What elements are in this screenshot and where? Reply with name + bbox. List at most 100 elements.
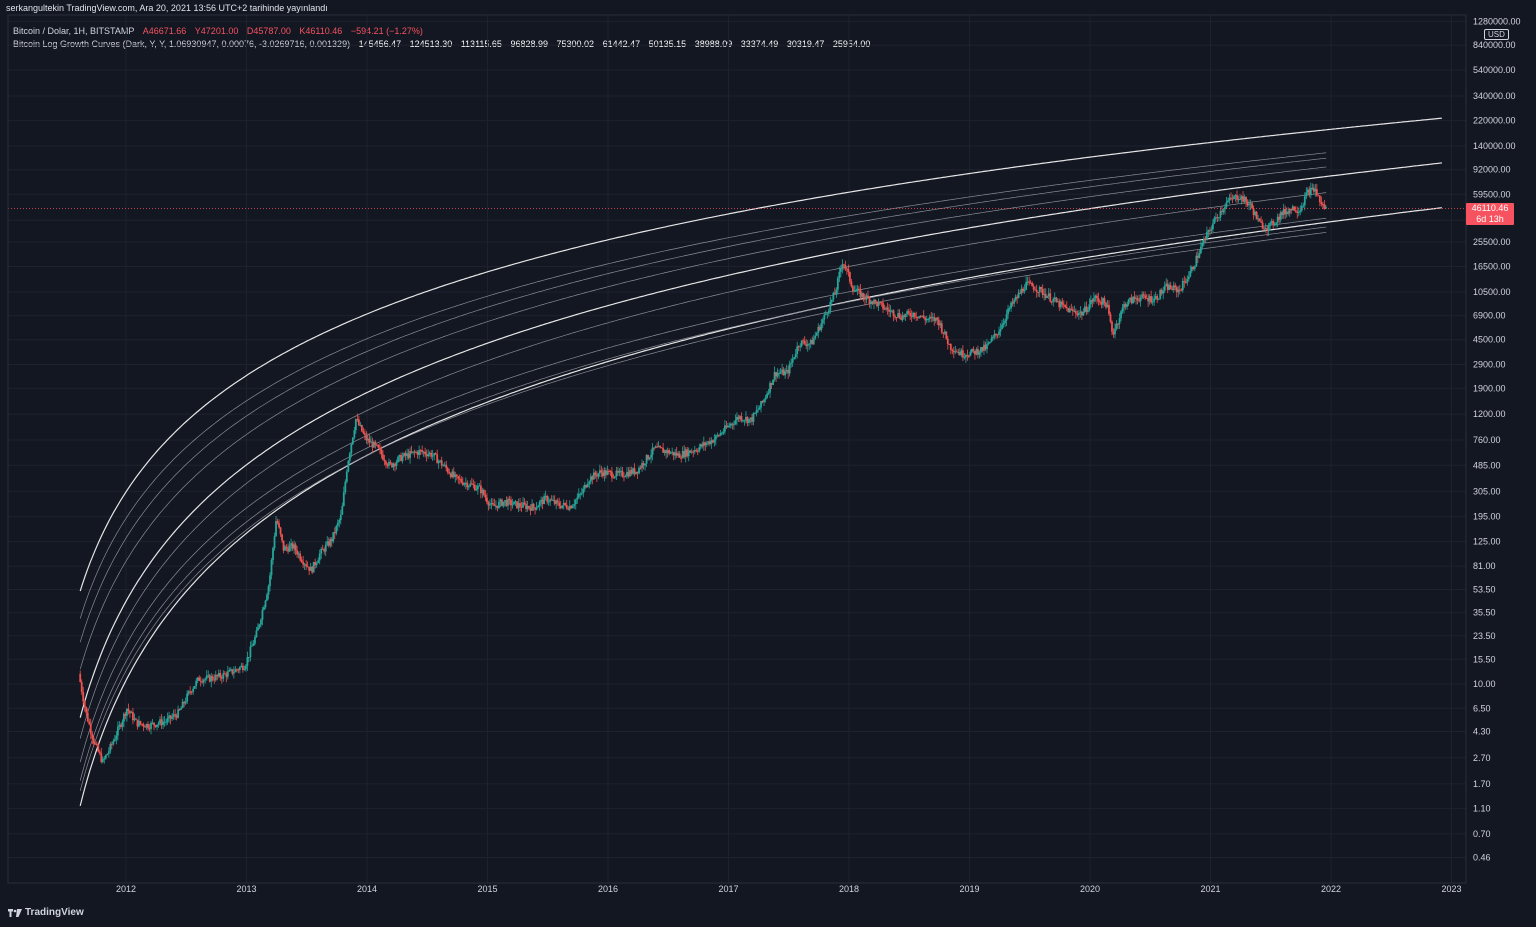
- candle-body: [467, 485, 470, 488]
- candle-body: [838, 271, 841, 278]
- price-tick-label: 1200.00: [1473, 409, 1506, 419]
- candle-body: [88, 721, 91, 725]
- candle-body: [1225, 202, 1228, 208]
- candle-body: [868, 297, 871, 304]
- candle-body: [446, 468, 449, 473]
- candle-body: [275, 521, 277, 537]
- candle-body: [208, 675, 211, 682]
- growth-curve-band: [79, 152, 1327, 619]
- candle-body: [733, 424, 735, 426]
- candle-body: [900, 317, 903, 320]
- candle-body: [118, 724, 121, 727]
- candle-body: [1010, 302, 1012, 309]
- candle-body: [270, 560, 273, 576]
- last-price-badge: 46110.46 6d 13h: [1466, 202, 1514, 225]
- candle-body: [948, 344, 951, 346]
- tradingview-footer[interactable]: TradingView: [8, 907, 84, 918]
- candle-body: [1133, 296, 1136, 299]
- candle-body: [895, 317, 898, 319]
- candle-body: [1231, 198, 1234, 200]
- candle-body: [416, 452, 419, 455]
- price-tick-label: 195.00: [1473, 512, 1501, 522]
- candle-body: [157, 723, 160, 725]
- candle-body: [684, 449, 687, 457]
- candle-body: [100, 753, 103, 763]
- candle-body: [1157, 298, 1160, 300]
- currency-label[interactable]: USD: [1484, 29, 1509, 40]
- candle-body: [769, 382, 771, 393]
- candle-body: [150, 722, 152, 729]
- candle-body: [487, 502, 490, 506]
- candle-body: [1108, 304, 1110, 315]
- candle-body: [656, 446, 659, 448]
- close-value: K46110.46: [299, 26, 343, 36]
- candle-body: [758, 407, 761, 410]
- candle-body: [995, 333, 997, 335]
- candle-body: [263, 607, 265, 610]
- candle-body: [853, 290, 856, 292]
- candle-body: [1282, 209, 1285, 215]
- indicator-legend[interactable]: Bitcoin Log Growth Curves (Dark, Y, Y, 1…: [13, 39, 870, 49]
- symbol-legend[interactable]: Bitcoin / Dolar, 1H, BITSTAMP A46671.66 …: [13, 26, 423, 36]
- candle-body: [443, 464, 446, 466]
- candle-body: [160, 719, 163, 726]
- candle-body: [288, 545, 291, 552]
- candle-body: [299, 553, 302, 560]
- candle-body: [201, 681, 204, 683]
- candle-body: [573, 504, 576, 506]
- candle-body: [522, 502, 524, 508]
- candle-body: [529, 507, 532, 511]
- candle-body: [91, 733, 94, 739]
- candle-body: [514, 501, 517, 503]
- candle-body: [513, 501, 515, 505]
- candle-body: [330, 539, 333, 542]
- candle-body: [918, 316, 921, 318]
- candle-body: [107, 751, 110, 754]
- candle-body: [1275, 222, 1278, 225]
- candle-body: [1242, 196, 1244, 202]
- candle-body: [489, 504, 491, 506]
- candle-body: [290, 543, 292, 546]
- candle-body: [852, 286, 854, 292]
- candle-body: [847, 269, 850, 273]
- year-tick-label: 2023: [1441, 884, 1461, 894]
- candle-body: [1204, 238, 1207, 240]
- candle-body: [412, 451, 414, 453]
- candle-body: [752, 413, 755, 422]
- candle-body: [763, 399, 765, 403]
- candle-body: [1151, 301, 1154, 303]
- candle-body: [1097, 298, 1100, 302]
- candle-body: [704, 442, 707, 446]
- candle-body: [1213, 217, 1216, 224]
- candle-body: [232, 672, 235, 674]
- candle-body: [502, 501, 505, 506]
- candle-body: [499, 499, 502, 502]
- candle-body: [558, 502, 561, 507]
- candle-body: [858, 288, 860, 290]
- candle-body: [680, 457, 683, 459]
- candle-body: [841, 264, 844, 269]
- candle-body: [791, 358, 794, 363]
- candle-body: [362, 431, 365, 434]
- candle-body: [181, 701, 184, 708]
- candle-body: [254, 637, 256, 644]
- candle-body: [1031, 282, 1034, 287]
- candle-body: [424, 451, 427, 455]
- candle-body: [356, 419, 359, 421]
- candle-body: [686, 449, 689, 457]
- candle-body: [827, 310, 830, 314]
- candle-body: [112, 741, 115, 745]
- candle-body: [1177, 289, 1180, 293]
- candle-body: [980, 347, 982, 353]
- candle-body: [1008, 308, 1011, 310]
- candle-body: [1079, 311, 1082, 314]
- candle-body: [653, 447, 655, 449]
- candle-body: [1299, 210, 1302, 212]
- candle-body: [422, 451, 425, 453]
- candle-body: [751, 417, 753, 422]
- candle-body: [660, 447, 663, 449]
- candle-body: [861, 293, 863, 298]
- candle-body: [1085, 306, 1088, 312]
- candle-body: [323, 549, 326, 552]
